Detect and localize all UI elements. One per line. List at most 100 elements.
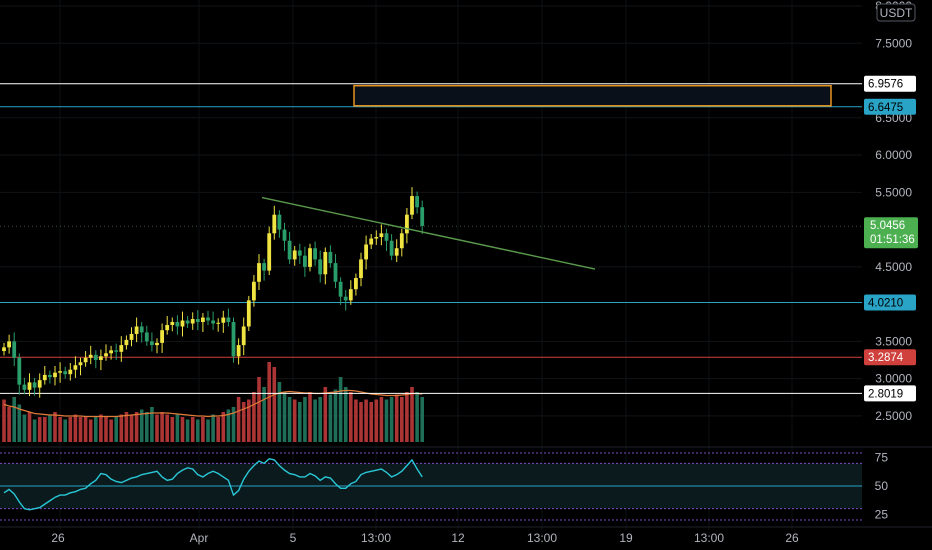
candle-body — [415, 196, 419, 208]
volume-bar — [374, 399, 379, 442]
volume-bar — [231, 407, 236, 442]
price-tag-resistance-upper — [864, 75, 916, 92]
volume-bar — [139, 409, 144, 442]
candle-body — [42, 374, 47, 381]
volume-bar — [12, 397, 16, 442]
candle-body — [78, 362, 83, 366]
candle-body — [394, 248, 399, 256]
volume-bar — [303, 397, 307, 442]
candle-body — [185, 320, 190, 324]
candle-body — [272, 214, 277, 234]
candle-body — [308, 248, 312, 267]
candle-body — [348, 289, 353, 301]
time-tick-label: 13:00 — [527, 531, 557, 545]
volume-bar — [124, 412, 129, 442]
resistance-zone-box — [353, 84, 832, 107]
volume-bar — [155, 414, 159, 442]
candle-body — [354, 278, 358, 290]
volume-bar — [313, 399, 317, 442]
candle-body — [155, 342, 159, 346]
volume-bar — [109, 419, 113, 442]
price-tag-label-resistance-upper: 6.9576 — [868, 79, 903, 91]
volume-bar — [369, 402, 373, 442]
volume-bar — [32, 419, 37, 442]
volume-bar — [48, 414, 52, 442]
candle-body — [17, 357, 22, 385]
volume-bar — [338, 377, 343, 442]
candle-body — [12, 341, 17, 358]
volume-bar — [43, 417, 47, 442]
price-tick-label: 3.0000 — [875, 372, 912, 386]
volume-bar — [27, 412, 32, 442]
trend-line — [261, 196, 596, 270]
volume-bar — [384, 399, 389, 442]
volume-bar — [17, 404, 22, 442]
candle-body — [175, 322, 180, 327]
candle-body — [165, 324, 170, 331]
last-price-label: 5.0456 — [870, 220, 905, 232]
volume-bar — [63, 419, 67, 442]
time-tick-label: 19 — [619, 531, 633, 545]
volume-bar — [221, 412, 226, 442]
time-tick-label: 13:00 — [694, 531, 724, 545]
time-tick-label: 26 — [785, 531, 799, 545]
candle-body — [359, 259, 363, 279]
volume-bar — [277, 382, 282, 442]
candle-body — [292, 250, 297, 260]
volume-bar — [359, 402, 363, 442]
volume-bar — [257, 377, 261, 442]
candle-body — [338, 281, 343, 297]
candle-body — [389, 240, 394, 256]
time-tick-label: 26 — [51, 531, 65, 545]
volume-bar — [292, 399, 297, 442]
price-tick-label: 7.5000 — [875, 36, 912, 50]
candle-body — [2, 347, 6, 352]
volume-bar — [78, 417, 83, 442]
candle-body — [73, 365, 78, 370]
volume-bar — [272, 367, 277, 442]
volume-bar — [364, 399, 368, 442]
candle-body — [267, 233, 272, 271]
volume-bar — [2, 399, 6, 442]
candle-body — [252, 281, 256, 301]
candle-body — [313, 248, 317, 260]
candle-body — [129, 333, 134, 340]
volume-bar — [262, 387, 266, 442]
candle-body — [282, 229, 287, 241]
candle-body — [323, 251, 328, 275]
candle-body — [303, 255, 307, 267]
volume-bar — [185, 419, 190, 442]
candle-body — [399, 233, 404, 249]
volume-bar — [241, 402, 246, 442]
candle-body — [190, 319, 195, 324]
volume-bar — [236, 397, 241, 442]
candle-body — [22, 384, 27, 390]
rsi-tick-label: 25 — [875, 507, 889, 521]
candle-body — [318, 259, 323, 275]
volume-bar — [37, 417, 42, 442]
candle-body — [68, 369, 73, 375]
volume-bar — [379, 397, 384, 442]
candle-body — [221, 317, 226, 323]
price-tick-label: 4.5000 — [875, 260, 912, 274]
rsi-line — [3, 458, 423, 511]
volume-bar — [53, 412, 57, 442]
candle-body — [104, 353, 108, 357]
candle-body — [27, 382, 32, 390]
volume-bar — [145, 412, 149, 442]
candle-body — [343, 296, 348, 301]
volume-bar — [150, 407, 154, 442]
volume-bar — [343, 387, 348, 442]
candle-body — [139, 326, 144, 333]
candle-body — [201, 317, 205, 323]
price-tick-label: 6.0000 — [875, 148, 912, 162]
volume-ma-line — [3, 389, 423, 418]
candle-body — [119, 345, 124, 352]
volume-bar — [7, 407, 11, 442]
candle-body — [211, 320, 215, 324]
last-price-tag — [864, 217, 918, 249]
price-tag-support-red — [864, 349, 916, 366]
volume-bar — [190, 417, 195, 442]
candle-body — [7, 341, 11, 348]
